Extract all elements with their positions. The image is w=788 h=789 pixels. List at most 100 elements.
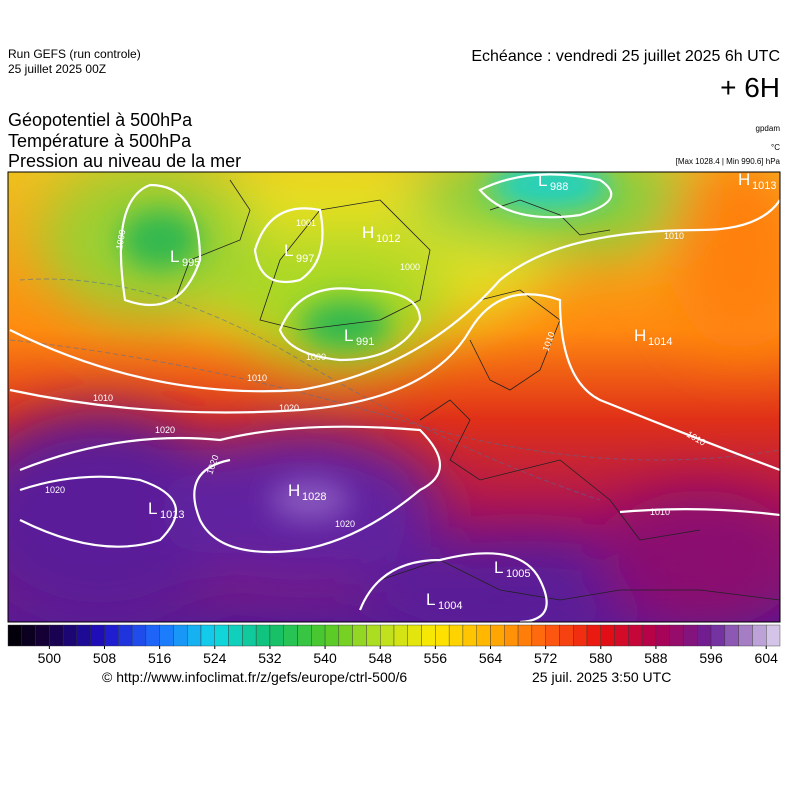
isobar-label: 1000 (400, 262, 420, 272)
center-value: 995 (182, 257, 200, 269)
colorbar-tick-label: 508 (93, 650, 117, 666)
colorbar-cell (228, 624, 243, 647)
colorbar-cell (573, 624, 588, 647)
center-letter: H (738, 170, 750, 189)
colorbar-cell (118, 624, 133, 647)
colorbar-cell (352, 624, 367, 647)
center-value: 991 (356, 336, 374, 348)
colorbar-tick-label: 500 (38, 650, 62, 666)
colorbar-cell (145, 624, 160, 647)
colorbar-cell (214, 624, 229, 647)
colorbar-cell (669, 624, 684, 647)
field-1: Géopotentiel à 500hPa (8, 110, 193, 130)
isobar-label: 1020 (279, 403, 299, 413)
colorbar-cell (173, 624, 188, 647)
center-value: 1028 (302, 491, 326, 503)
colorbar-tick-label: 540 (313, 650, 337, 666)
colorbar-cell (655, 624, 670, 647)
colorbar-cell (600, 624, 615, 647)
colorbar-cell (90, 624, 105, 647)
lead-time: + 6H (720, 72, 780, 103)
colorbar-cell (490, 624, 505, 647)
center-letter: H (362, 223, 374, 242)
colorbar-cell (242, 624, 257, 647)
generated-time: 25 juil. 2025 3:50 UTC (532, 669, 671, 685)
colorbar-cell (255, 624, 271, 647)
center-letter: L (494, 558, 503, 577)
colorbar-cell (21, 624, 36, 647)
colorbar-cell (104, 624, 119, 647)
center-letter: L (344, 326, 353, 345)
colorbar-tick-label: 604 (755, 650, 779, 666)
colorbar-cell (62, 624, 78, 647)
center-letter: L (426, 590, 435, 609)
center-letter: L (170, 247, 179, 266)
colorbar-cell (517, 624, 533, 647)
colorbar-cell (297, 624, 312, 647)
center-value: 1005 (506, 568, 530, 580)
isobar-label: 1000 (306, 352, 326, 362)
colorbar-tick-label: 588 (644, 650, 668, 666)
colorbar-cell (421, 624, 436, 647)
isobar-label: 1001 (296, 218, 316, 228)
center-letter: H (634, 326, 646, 345)
center-value: 1013 (160, 509, 184, 521)
colorbar-cell (366, 624, 381, 647)
pressure-centers: L 995 L 997 H 1012 L 988 H 1013 L 991 H … (148, 170, 776, 612)
isobar-label: 1020 (335, 519, 355, 529)
colorbar-cell (738, 624, 753, 647)
center-value: 1004 (438, 600, 462, 612)
center-value: 1014 (648, 336, 672, 348)
colorbar-cell (338, 624, 353, 647)
center-value: 1013 (752, 180, 776, 192)
run-title: Run GEFS (run controle) (8, 47, 141, 61)
center-letter: L (284, 241, 293, 260)
center-letter: H (288, 481, 300, 500)
colorbar-cell (324, 624, 340, 647)
colorbar-cell (752, 624, 767, 647)
colorbar-cell (283, 624, 298, 647)
colorbar-cell (435, 624, 450, 647)
colorbar-tick-label: 572 (534, 650, 558, 666)
colorbar-tick-label: 524 (203, 650, 227, 666)
colorbar-cell (49, 624, 64, 647)
field-3: Pression au niveau de la mer (8, 151, 241, 171)
colorbar-tick-label: 580 (589, 650, 613, 666)
colorbar-cell (200, 624, 215, 647)
center-letter: L (538, 171, 547, 190)
center-value: 997 (296, 253, 314, 265)
colorbar-cell (531, 624, 546, 647)
center-value: 1012 (376, 233, 400, 245)
colorbar-cell (641, 624, 657, 647)
center-letter: L (148, 499, 157, 518)
isobar-label: 1000 (114, 229, 127, 250)
colorbar-cell (545, 624, 560, 647)
colorbar-tick-label: 548 (369, 650, 393, 666)
colorbar-cell (159, 624, 174, 647)
colorbar-tick-label: 596 (699, 650, 723, 666)
center-value: 988 (550, 181, 568, 193)
unit-3: [Max 1028.4 | Min 990.6] hPa (676, 157, 781, 166)
unit-2: °C (771, 143, 780, 152)
colorbar-tick-label: 532 (258, 650, 282, 666)
colorbar-cell (269, 624, 284, 647)
map-frame (7, 171, 781, 623)
isobar-label: 1020 (45, 485, 65, 495)
field-2: Température à 500hPa (8, 131, 192, 151)
run-date: 25 juillet 2025 00Z (8, 62, 106, 76)
colorbar-cell (462, 624, 477, 647)
isobar-label: 1010 (247, 373, 267, 383)
colorbar-cell (559, 624, 574, 647)
colorbar-cell (683, 624, 698, 647)
colorbar-tick-label: 556 (424, 650, 448, 666)
isobar-label: 1010 (650, 507, 670, 517)
isobar-label: 1010 (664, 231, 684, 241)
colorbar-cell (448, 624, 464, 647)
colorbar-tick-label: 516 (148, 650, 172, 666)
source-url: © http://www.infoclimat.fr/z/gefs/europe… (102, 669, 407, 685)
colorbar-cell (724, 624, 739, 647)
colorbar-cell (586, 624, 601, 647)
colorbar-cell (476, 624, 491, 647)
